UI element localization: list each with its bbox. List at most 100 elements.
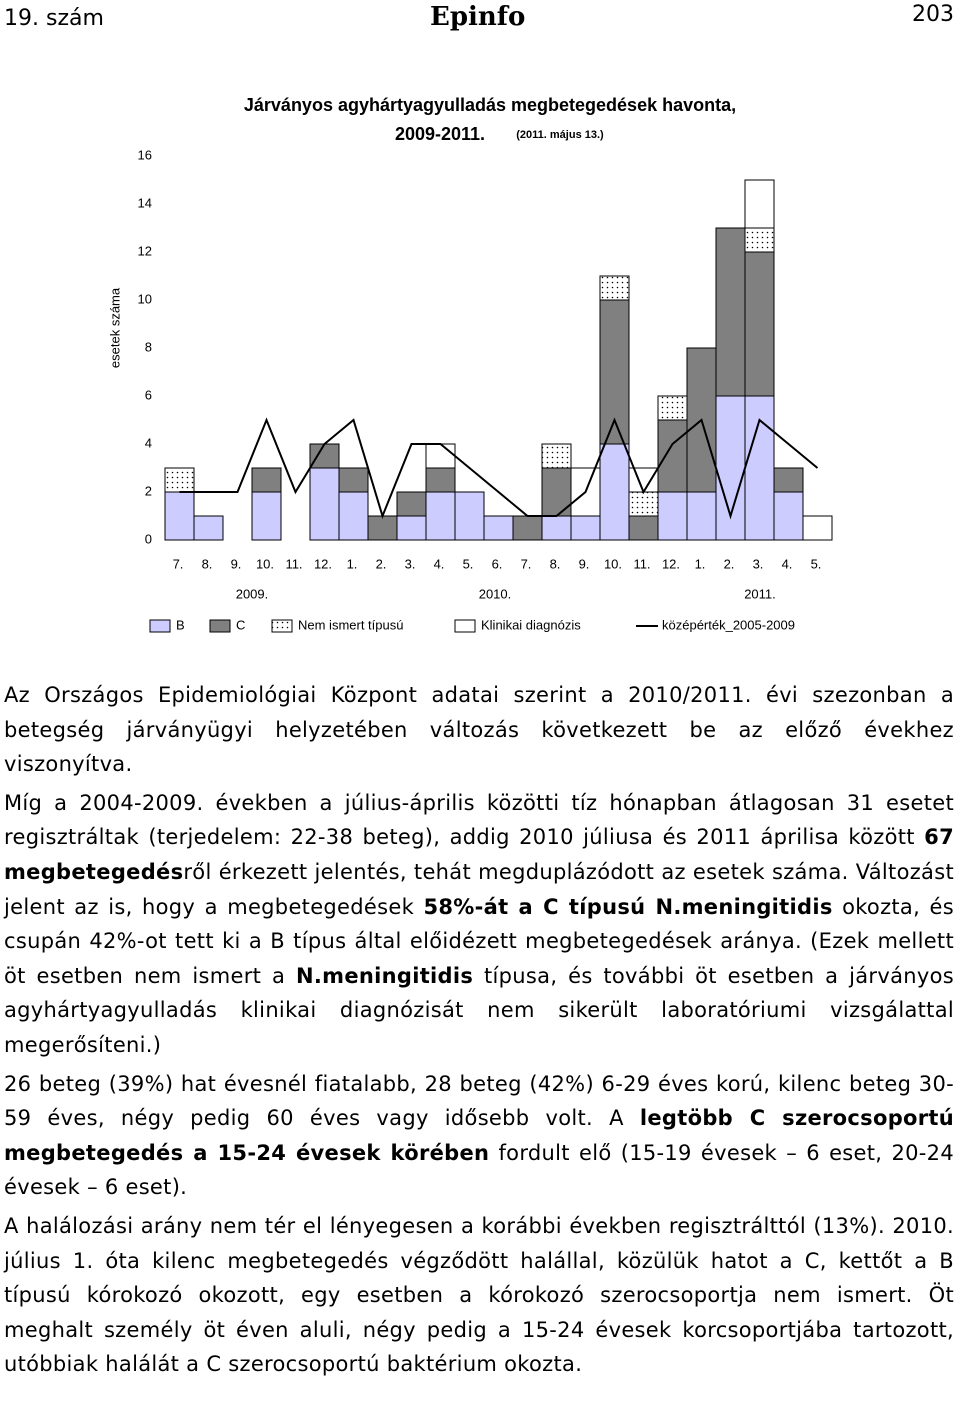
x-tick-label: 10. [256,556,274,571]
bar-segment [715,227,746,397]
bar-segment [744,395,775,541]
y-tick-label: 0 [145,531,152,546]
text-run: 26 beteg (39%) hat évesnél fiatalabb, 28… [4,1071,954,1131]
bold-text: legtöbb C szerocsoportú megbetegedés a 1… [4,1106,954,1165]
x-tick-label: 9. [231,556,242,571]
legend-label: Nem ismert típusú [298,617,403,632]
x-tick-label: 3. [405,556,416,571]
x-tick-label: 6. [492,556,503,571]
bar-segment [425,467,456,493]
year-label: 2009. [236,586,269,601]
mean-line [179,417,819,520]
x-tick-label: 2. [376,556,387,571]
x-tick-label: 8. [202,556,213,571]
x-tick-label: 1. [695,556,706,571]
bar-segment [164,467,195,493]
x-tick-label: 4. [434,556,445,571]
bar-segment [570,515,601,541]
year-label: 2011. [744,586,776,601]
text-run: okozta, és csupán 42%-ot tett ki a B típ… [4,894,954,988]
bar-segment [512,515,543,541]
bar-segment [309,467,340,541]
body-text: Az Országos Epidemiológiai Központ adata… [4,678,954,1386]
legend-swatch [454,619,476,633]
bar-segment [338,491,369,541]
y-tick-label: 16 [138,147,152,162]
chart-note: (2011. május 13.) [516,129,604,141]
x-tick-label: 5. [811,556,822,571]
chart: Járványos agyhártyagyulladás megbetegedé… [107,95,833,633]
bar-segment [309,443,340,469]
y-tick-label: 6 [145,387,152,402]
paragraph: A halálozási arány nem tér el lényegesen… [4,1209,954,1382]
paragraph: Az Országos Epidemiológiai Központ adata… [4,678,954,782]
bar-segment [599,443,630,541]
year-label: 2010. [479,586,512,601]
y-tick-label: 8 [145,339,152,354]
text-run: fordult elő (15-19 évesek – 6 eset, 20-2… [4,1140,954,1200]
y-tick-label: 14 [138,195,152,210]
x-tick-label: 7. [521,556,532,571]
bar-segment [338,467,369,493]
x-tick-label: 2. [724,556,735,571]
x-tick-label: 10. [604,556,622,571]
y-axis-label: esetek száma [107,287,122,368]
bar-segment [483,515,514,541]
journal: Epinfo [430,2,526,32]
bar-segment [396,515,427,541]
bar-segment [396,491,427,517]
paragraph: 26 beteg (39%) hat évesnél fiatalabb, 28… [4,1067,954,1205]
x-tick-label: 4. [782,556,793,571]
bar-segment [541,443,572,469]
x-tick-label: 11. [285,556,302,571]
legend-label: Klinikai diagnózis [481,617,581,632]
legend-swatch [149,619,171,633]
bold-text: 67 megbetegedés [4,825,954,884]
chart-title: Járványos agyhártyagyulladás megbetegedé… [244,95,736,115]
bar-segment [657,491,688,541]
bar-segment [193,515,224,541]
legend-swatch [271,619,293,633]
bar-segment [773,467,804,493]
text-run: A halálozási arány nem tér el lényegesen… [4,1213,954,1377]
y-tick-label: 4 [145,435,152,450]
bar-segment [454,491,485,541]
text-run: Míg a 2004-2009. években a július-áprili… [4,790,954,850]
bar-segment [628,515,659,541]
bar-segment [425,491,456,541]
bold-text: N.meningitidis [296,963,474,988]
page-header: 19. szám Epinfo 203 [0,0,960,40]
bar-segment [251,491,282,541]
bar-segment [657,395,688,421]
bar-segment [686,491,717,541]
x-tick-label: 5. [463,556,474,571]
paragraph: Míg a 2004-2009. években a július-áprili… [4,786,954,1063]
page-number: 203 [912,2,954,27]
legend-swatch [209,619,231,633]
x-tick-label: 11. [633,556,650,571]
x-tick-label: 1. [347,556,358,571]
text-run: ről érkezett jelentés, tehát megduplázód… [4,859,954,919]
bar-segment [744,227,775,253]
bold-text: 58%-át a C típusú N.meningitidis [423,894,833,919]
legend-label: B [176,617,185,632]
bar-segment [802,515,833,541]
text-run: Az Országos Epidemiológiai Központ adata… [4,683,954,777]
legend-label: középérték_2005-2009 [662,617,795,632]
bar-segment [541,515,572,541]
bar-segment [744,179,775,229]
legend-label: C [236,617,245,632]
text-run: típusa, és további öt esetben a járványo… [4,963,954,1057]
bar-segment [744,251,775,397]
y-tick-label: 10 [138,291,152,306]
bar-segment [251,467,282,493]
bar-segment [628,467,659,493]
bar-segment [164,491,195,541]
bar-segment [367,515,398,541]
bar-segment [425,443,456,469]
x-tick-label: 12. [662,556,680,571]
bar-segment [599,275,630,301]
x-tick-label: 9. [579,556,590,571]
x-tick-label: 12. [314,556,332,571]
